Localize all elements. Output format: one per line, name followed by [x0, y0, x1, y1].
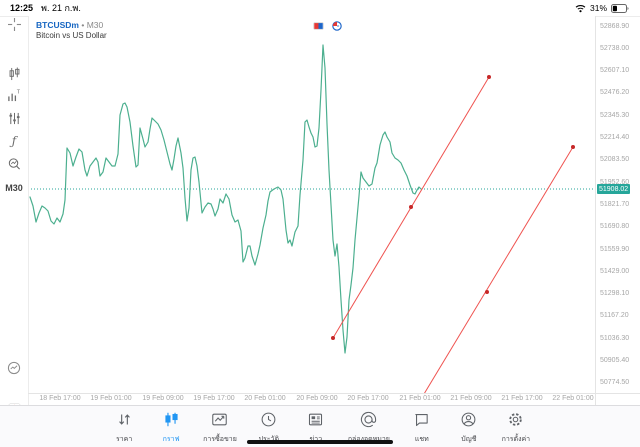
- battery-icon: [611, 3, 629, 13]
- trendline-handle-dot[interactable]: [331, 336, 335, 340]
- tab-label: กล่องจดหมาย: [348, 434, 390, 445]
- timeframe-button[interactable]: M30: [5, 183, 23, 193]
- svg-text:T: T: [17, 89, 21, 95]
- wifi-icon: [575, 4, 586, 12]
- trendline-2[interactable]: [423, 146, 574, 395]
- time-tick: 19 Feb 09:00: [142, 395, 184, 402]
- price-tick: 51036.30: [600, 334, 630, 342]
- price-tick: 51429.00: [600, 267, 630, 275]
- function-icon[interactable]: ƒ: [11, 134, 17, 148]
- home-indicator[interactable]: [247, 440, 393, 444]
- candlestick-tool-icon[interactable]: [0, 63, 28, 85]
- time-tick: 18 Feb 17:00: [39, 395, 81, 402]
- tab-label: ข่าว: [309, 434, 322, 445]
- chat-bubble-icon: [413, 411, 430, 433]
- price-tick: 51167.20: [600, 312, 629, 320]
- event-markers: [313, 21, 342, 31]
- price-tick: 51690.80: [600, 223, 630, 231]
- time-tick: 22 Feb 01:00: [552, 395, 594, 402]
- symbol-description: Bitcoin vs US Dollar: [36, 30, 107, 40]
- symbol-timeframe: M30: [86, 20, 104, 30]
- status-date: พ. 21 ก.พ.: [41, 3, 81, 13]
- tab-label: การตั้งค่า: [501, 436, 531, 443]
- price-axis[interactable]: 52868.90 52738.00 52607.10 52476.20 52345.30…: [596, 16, 640, 406]
- trendline-handle-dot[interactable]: [571, 145, 575, 149]
- calendar-flag-icon[interactable]: [313, 22, 324, 30]
- price-tick: 50905.40: [600, 357, 630, 364]
- trendline-handle-dot[interactable]: [485, 290, 489, 294]
- time-tick: 20 Feb 01:00: [244, 395, 286, 402]
- trendline-handle-dot[interactable]: [487, 75, 491, 79]
- time-tick: 21 Feb 17:00: [501, 395, 543, 402]
- tab-label: ประวัติ: [259, 434, 279, 445]
- price-tick: 52345.30: [600, 111, 630, 119]
- tab-settings-gear[interactable]: การตั้งค่า: [501, 411, 531, 445]
- chart-toolbar: T ƒ M30: [0, 13, 29, 416]
- tab-label: กราฟ: [162, 436, 180, 443]
- price-tick: 52607.10: [600, 67, 630, 75]
- crosshair-icon[interactable]: [0, 13, 28, 35]
- tab-history-clock[interactable]: ประวัติ: [254, 411, 284, 445]
- price-series-line: [29, 44, 422, 354]
- trade-icon: [211, 411, 228, 433]
- time-tick: 21 Feb 01:00: [399, 395, 441, 402]
- tab-label: ราคา: [115, 436, 133, 443]
- time-tick: 19 Feb 17:00: [193, 395, 235, 402]
- current-price-tag: 51908.02: [597, 184, 631, 194]
- tab-label: บัญชี: [461, 436, 477, 443]
- circle-chart-icon[interactable]: [0, 357, 28, 379]
- price-tick: 52738.00: [600, 44, 630, 52]
- time-axis[interactable]: 18 Feb 17:00 19 Feb 01:00 19 Feb 09:00 19 F…: [28, 394, 595, 405]
- tab-arrows-updown[interactable]: ราคา: [109, 411, 139, 445]
- history-clock-icon: [260, 411, 277, 433]
- tab-news[interactable]: ข่าว: [301, 411, 331, 445]
- time-axis-border: [28, 393, 640, 394]
- price-tick: 51952.60: [600, 178, 630, 186]
- session-clock-icon[interactable]: [332, 21, 342, 31]
- parameters-sliders-icon[interactable]: [0, 107, 28, 129]
- clock-time: 12:25: [10, 3, 34, 13]
- symbol-header[interactable]: BTCUSDm • M30 Bitcoin vs US Dollar: [36, 20, 107, 40]
- price-tick: 51821.70: [600, 200, 630, 208]
- objects-icon[interactable]: [0, 153, 28, 175]
- trendline-handle-dot[interactable]: [409, 205, 413, 209]
- tab-candlestick[interactable]: กราฟ: [156, 411, 186, 445]
- price-tick: 52868.90: [600, 22, 630, 30]
- at-icon: [360, 411, 377, 433]
- candlestick-icon: [163, 411, 180, 433]
- tab-label: แชท: [414, 436, 429, 443]
- price-axis-border: [595, 16, 596, 405]
- time-tick: 20 Feb 17:00: [347, 395, 389, 402]
- price-tick: 52476.20: [600, 89, 630, 97]
- arrows-updown-icon: [116, 411, 133, 433]
- battery-percent: 31%: [589, 3, 607, 13]
- symbol-name: BTCUSDm: [36, 20, 79, 30]
- time-tick: 21 Feb 09:00: [450, 395, 492, 402]
- price-tick: 51298.10: [600, 290, 630, 298]
- time-tick: 20 Feb 09:00: [296, 395, 338, 402]
- price-tick: 52214.40: [600, 134, 630, 141]
- tab-trade[interactable]: การซื้อขาย: [203, 411, 237, 445]
- trendline-1[interactable]: [332, 76, 490, 339]
- time-tick: 19 Feb 01:00: [90, 395, 132, 402]
- news-icon: [307, 411, 324, 433]
- settings-gear-icon: [507, 411, 524, 433]
- status-bar: 12:25 พ. 21 ก.พ. 31%: [0, 0, 640, 16]
- tab-at[interactable]: กล่องจดหมาย: [348, 411, 390, 445]
- account-icon: [460, 411, 477, 433]
- tab-label: การซื้อขาย: [203, 436, 237, 443]
- price-tick: 52083.50: [600, 156, 630, 164]
- price-tick: 51559.90: [600, 245, 630, 253]
- tab-account[interactable]: บัญชี: [454, 411, 484, 445]
- price-tick: 50774.50: [600, 379, 630, 387]
- indicators-icon[interactable]: T: [0, 84, 28, 106]
- tab-chat-bubble[interactable]: แชท: [407, 411, 437, 445]
